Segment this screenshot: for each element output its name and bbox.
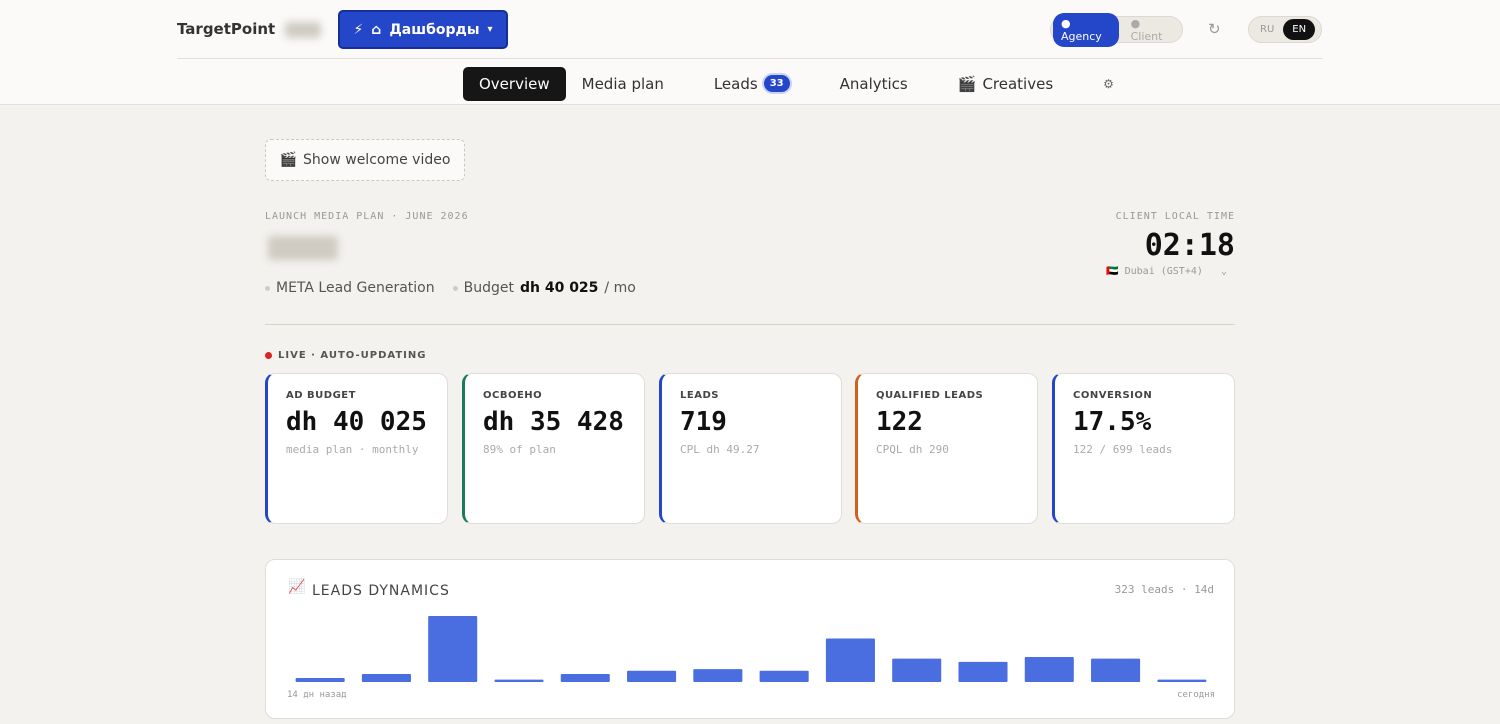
kpi-label: LEADS — [680, 390, 719, 401]
tab[interactable]: Analytics — [839, 74, 908, 93]
chart-title: LEADS DYNAMICS — [312, 583, 450, 599]
brand[interactable]: TargetPoint — [177, 20, 276, 38]
kpi-sub: media plan · monthly — [286, 443, 419, 456]
mode-agency-label: Agency — [1061, 29, 1102, 43]
budget-label: Budget — [463, 280, 514, 296]
tab[interactable]: 🎬 Creatives — [957, 74, 1054, 93]
x-label: сегодня — [1177, 690, 1215, 700]
kpi-value: 17.5% — [1073, 407, 1152, 437]
bar — [1091, 658, 1141, 682]
tab[interactable]: Media plan — [581, 74, 664, 93]
clock-zone[interactable]: 🇦🇪 Dubai (GST+4) ⌄ — [1106, 266, 1227, 277]
chart-icon: 📈 — [288, 578, 305, 595]
tab[interactable]: Leads 33 — [698, 67, 806, 101]
bar — [825, 638, 875, 682]
bar — [295, 677, 345, 682]
blurred-client — [285, 22, 321, 38]
dashboard-label: Дашборды — [389, 21, 480, 38]
chart-summary: 323 leads · 14d — [1115, 583, 1214, 596]
bar — [560, 673, 610, 682]
kpi-value: dh 35 428 — [483, 407, 624, 437]
plan-kicker: LAUNCH MEDIA PLAN · JUNE 2026 — [265, 211, 469, 222]
tab-label: Leads — [713, 74, 758, 93]
lang-ru[interactable]: RU — [1260, 24, 1275, 35]
bar — [958, 661, 1008, 682]
kpi-label: QUALIFIED LEADS — [876, 390, 984, 401]
kpi-value: 719 — [680, 407, 727, 437]
bar — [494, 679, 544, 682]
clock-label: CLIENT LOCAL TIME — [1115, 211, 1235, 222]
settings-icon[interactable]: ⚙ — [1103, 76, 1114, 91]
chart-card: 📈 LEADS DYNAMICS 323 leads · 14d 14 дн н… — [265, 559, 1235, 719]
lang-toggle: RU EN — [1248, 16, 1322, 43]
chart: 📈 LEADS DYNAMICS 323 leads · 14d 14 дн н… — [287, 578, 1215, 700]
leads-badge: 33 — [763, 75, 790, 92]
dashboard-button[interactable]: ⚡ ⌂ Дашборды ▾ — [338, 10, 508, 49]
welcome-label: Show welcome video — [303, 152, 451, 168]
kpi-value: dh 40 025 — [286, 407, 427, 437]
lang-en[interactable]: EN — [1283, 19, 1316, 40]
kpi-sub: CPQL dh 290 — [876, 443, 949, 456]
bar — [627, 670, 677, 682]
mode-client[interactable]: ● Client — [1130, 16, 1163, 43]
kpi-card: AD BUDGET dh 40 025 media plan · monthly — [265, 373, 448, 524]
tab[interactable]: Overview — [463, 66, 566, 101]
mode-toggle: ● Agency ● Client — [1050, 12, 1183, 47]
plan-meta: META Lead Generation Budget dh 40 025 / … — [265, 280, 636, 296]
nav: Overview Media plan Leads 33 Analytics 🎬 C… — [463, 66, 1130, 101]
tab-label: Creatives — [982, 74, 1054, 93]
kpi-sub: 122 / 699 leads — [1073, 443, 1173, 456]
live-indicator: LIVE · AUTO-UPDATING — [265, 350, 426, 361]
bar — [361, 673, 411, 682]
zone: Dubai (GST+4) — [1124, 266, 1203, 277]
divider — [265, 324, 1235, 325]
kpi-card: CONVERSION 17.5% 122 / 699 leads — [1052, 373, 1235, 524]
channel: META Lead Generation — [276, 280, 435, 296]
bar — [1024, 657, 1074, 682]
mode-client-label: Client — [1130, 29, 1163, 43]
separator — [177, 58, 1323, 59]
mode-agency[interactable]: ● Agency — [1053, 12, 1119, 47]
kpi-label: AD BUDGET — [286, 390, 356, 401]
live-label: LIVE · AUTO-UPDATING — [278, 350, 427, 361]
bar — [428, 616, 478, 682]
kpi-sub: CPL dh 49.27 — [680, 443, 760, 456]
blurred-title — [268, 236, 338, 260]
kpi-sub: 89% of plan — [483, 443, 556, 456]
bar — [693, 669, 743, 682]
kpi-card: ОСВОЕНО dh 35 428 89% of plan — [462, 373, 645, 524]
kpi-value: 122 — [876, 407, 923, 437]
top-bar — [0, 0, 1500, 105]
kpi-card: LEADS 719 CPL dh 49.27 — [659, 373, 842, 524]
welcome-button[interactable]: 🎬 Show welcome video — [265, 139, 465, 181]
refresh-icon[interactable]: ↻ — [1208, 20, 1221, 38]
bar — [759, 670, 809, 682]
x-label: 14 дн назад — [287, 690, 347, 700]
kpi-label: ОСВОЕНО — [483, 390, 543, 401]
bar — [1157, 679, 1207, 682]
kpi-label: CONVERSION — [1073, 390, 1153, 401]
budget-period: / mo — [604, 280, 636, 296]
clock-time: 02:18 — [1144, 228, 1235, 263]
kpi-card: QUALIFIED LEADS 122 CPQL dh 290 — [855, 373, 1038, 524]
budget-value: dh 40 025 — [519, 280, 599, 296]
bar — [892, 658, 942, 682]
